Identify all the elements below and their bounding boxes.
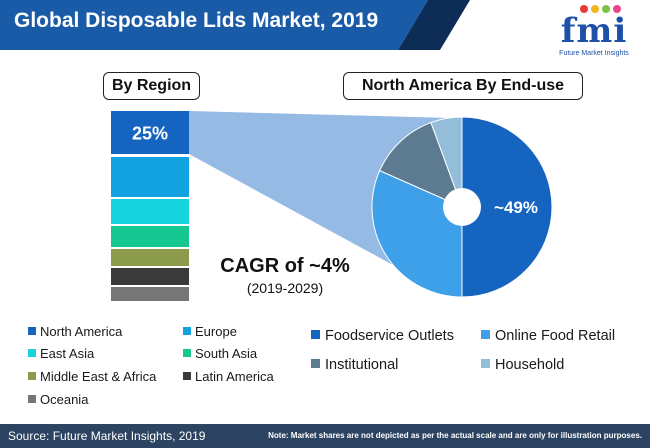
legend-item-household: Household — [481, 356, 564, 374]
donut-slice-foodservice-outlets — [461, 116, 553, 298]
donut-slice-online-food-retail — [371, 169, 463, 298]
legend-item-oceania: Oceania — [28, 392, 88, 408]
legend-swatch — [28, 327, 36, 335]
legend-label: Latin America — [195, 369, 274, 384]
legend-item-north-america: North America — [28, 324, 122, 340]
donut-slice-institutional — [379, 121, 463, 208]
legend-swatch — [481, 359, 490, 368]
source-note: Source: Future Market Insights, 2019 — [8, 429, 206, 443]
title-banner-accent — [398, 0, 470, 50]
legend-item-east-asia: East Asia — [28, 346, 94, 362]
legend-label: Foodservice Outlets — [325, 328, 454, 344]
legend-item-institutional: Institutional — [311, 356, 398, 374]
bar-segment-europe — [111, 157, 189, 197]
cagr-period: (2019-2029) — [246, 280, 324, 296]
legend-label: Oceania — [40, 392, 89, 407]
footer-bar: Source: Future Market Insights, 2019 Not… — [0, 424, 650, 448]
legend-label: Institutional — [325, 357, 399, 373]
bar-segment-south-asia — [111, 226, 189, 247]
bar-data-label: 25% — [132, 124, 168, 144]
donut-data-label: ~49% — [494, 198, 538, 217]
legend-label: North America — [40, 324, 123, 339]
cagr-value: CAGR of ~4% — [220, 255, 350, 277]
bar-segment-oceania — [111, 287, 189, 301]
donut-slice-household — [430, 116, 463, 208]
cagr-callout: CAGR of ~4% (2019-2029) — [210, 254, 360, 298]
legend-label: Online Food Retail — [495, 328, 616, 344]
legend-label: East Asia — [40, 346, 95, 361]
fmi-logo: fmi Future Market Insights — [538, 4, 650, 57]
legend-swatch — [28, 349, 36, 357]
enduse-chart-title: North America By End-use — [343, 72, 583, 100]
legend-swatch — [183, 349, 191, 357]
legend-swatch — [28, 372, 36, 380]
logo-tagline: Future Market Insights — [559, 50, 629, 57]
bar-segment-middle-east-africa — [111, 249, 189, 266]
legend-item-online-food-retail: Online Food Retail — [481, 327, 615, 345]
legend-swatch — [481, 330, 490, 339]
donut-hole — [443, 188, 481, 226]
legend-label: Middle East & Africa — [40, 369, 157, 384]
legend-swatch — [311, 359, 320, 368]
legend-item-south-asia: South Asia — [183, 346, 257, 362]
legend-swatch — [183, 372, 191, 380]
legend-item-latin-america: Latin America — [183, 369, 274, 385]
bar-segment-latin-america — [111, 268, 189, 285]
page-title: Global Disposable Lids Market, 2019 — [14, 9, 379, 32]
logo-dots — [580, 5, 621, 13]
legend-item-europe: Europe — [183, 324, 237, 340]
legend-label: Household — [495, 357, 565, 373]
legend-item-middle-east-africa: Middle East & Africa — [28, 369, 156, 385]
bar-segment-north-america — [111, 111, 189, 154]
legend-swatch — [311, 330, 320, 339]
legend-swatch — [28, 395, 36, 403]
title-banner — [0, 0, 428, 50]
chart-canvas: 25% ~49% — [111, 111, 553, 301]
legend-item-foodservice-outlets: Foodservice Outlets — [311, 327, 454, 345]
bar-segment-east-asia — [111, 199, 189, 224]
legend-label: Europe — [195, 324, 237, 339]
title-bar — [0, 0, 650, 50]
region-chart-title: By Region — [103, 72, 200, 100]
logo-mark: fmi — [560, 11, 628, 51]
legend-swatch — [183, 327, 191, 335]
disclaimer-note: Note: Market shares are not depicted as … — [268, 431, 642, 440]
legend-label: South Asia — [195, 346, 258, 361]
